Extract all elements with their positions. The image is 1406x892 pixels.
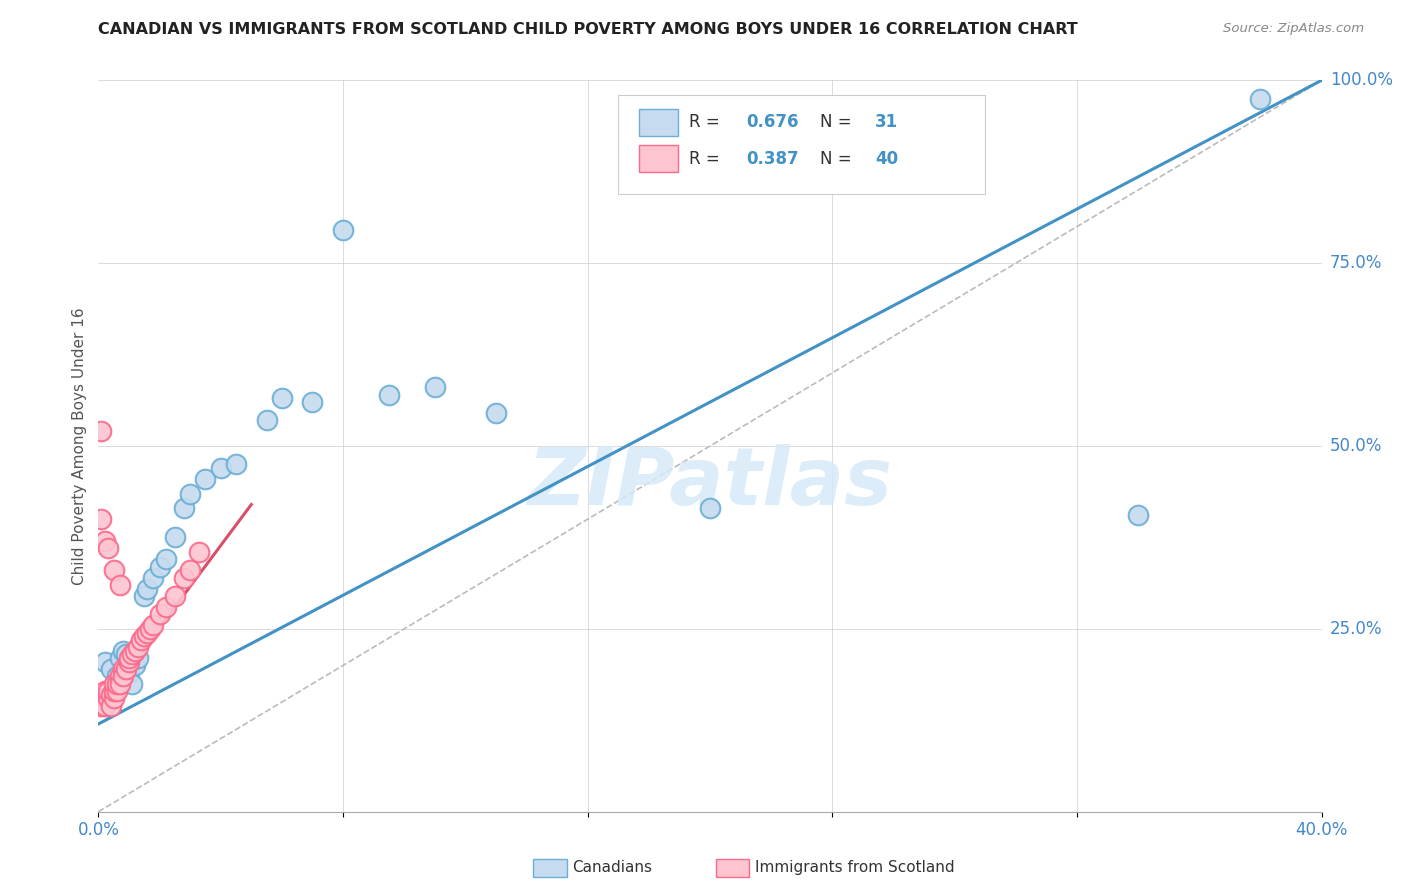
Point	[127, 651, 149, 665]
Point	[115, 662, 138, 676]
Point	[121, 648, 143, 662]
Point	[100, 688, 122, 702]
FancyBboxPatch shape	[640, 145, 678, 172]
Text: R =: R =	[689, 113, 725, 131]
Point	[111, 662, 134, 676]
Text: Canadians: Canadians	[572, 860, 652, 874]
Point	[225, 458, 247, 472]
Point	[118, 651, 141, 665]
Point	[118, 665, 141, 680]
Text: CANADIAN VS IMMIGRANTS FROM SCOTLAND CHILD POVERTY AMONG BOYS UNDER 16 CORRELATI: CANADIAN VS IMMIGRANTS FROM SCOTLAND CHI…	[98, 22, 1078, 37]
Text: ZIPatlas: ZIPatlas	[527, 443, 893, 522]
Point	[105, 684, 128, 698]
Point	[93, 534, 115, 549]
Point	[194, 472, 217, 486]
Point	[155, 599, 177, 614]
Point	[121, 676, 143, 690]
Text: Source: ZipAtlas.com: Source: ZipAtlas.com	[1223, 22, 1364, 36]
Text: 50.0%: 50.0%	[1330, 437, 1382, 455]
Point	[90, 691, 112, 706]
Point	[97, 541, 120, 556]
Y-axis label: Child Poverty Among Boys Under 16: Child Poverty Among Boys Under 16	[72, 307, 87, 585]
Text: N =: N =	[820, 113, 858, 131]
Point	[97, 684, 120, 698]
Point	[173, 571, 195, 585]
Point	[93, 684, 115, 698]
Point	[124, 644, 146, 658]
Point	[108, 578, 131, 592]
Point	[1249, 92, 1271, 106]
Point	[163, 589, 186, 603]
Text: N =: N =	[820, 150, 858, 168]
Point	[93, 655, 115, 669]
Point	[90, 512, 112, 526]
Point	[142, 618, 165, 632]
Point	[93, 698, 115, 713]
Point	[423, 380, 446, 394]
Point	[134, 589, 156, 603]
Point	[485, 406, 508, 420]
Text: 100.0%: 100.0%	[1330, 71, 1393, 89]
Point	[179, 563, 201, 577]
Text: 31: 31	[875, 113, 898, 131]
Point	[105, 669, 128, 683]
Text: 0.676: 0.676	[747, 113, 799, 131]
Point	[188, 545, 211, 559]
Point	[163, 530, 186, 544]
Point	[100, 662, 122, 676]
Point	[103, 684, 125, 698]
Point	[115, 648, 138, 662]
Point	[90, 698, 112, 713]
Point	[90, 425, 112, 439]
Point	[173, 501, 195, 516]
Point	[134, 629, 156, 643]
Point	[142, 571, 165, 585]
Point	[103, 691, 125, 706]
Text: 40: 40	[875, 150, 898, 168]
Point	[139, 622, 162, 636]
Point	[129, 632, 152, 647]
Point	[127, 640, 149, 655]
Point	[256, 413, 278, 427]
Text: R =: R =	[689, 150, 725, 168]
Point	[97, 691, 120, 706]
Point	[108, 651, 131, 665]
Point	[1128, 508, 1150, 523]
Point	[332, 223, 354, 237]
Point	[103, 676, 125, 690]
Point	[100, 698, 122, 713]
Point	[111, 669, 134, 683]
Point	[179, 486, 201, 500]
Text: 75.0%: 75.0%	[1330, 254, 1382, 272]
Point	[378, 388, 401, 402]
Point	[108, 676, 131, 690]
Point	[136, 625, 159, 640]
Point	[301, 395, 323, 409]
Point	[136, 582, 159, 596]
Point	[124, 658, 146, 673]
Point	[103, 563, 125, 577]
Text: 0.387: 0.387	[747, 150, 800, 168]
Point	[149, 559, 172, 574]
Text: 25.0%: 25.0%	[1330, 620, 1382, 638]
FancyBboxPatch shape	[640, 109, 678, 136]
Point	[149, 607, 172, 622]
Point	[111, 644, 134, 658]
Point	[209, 461, 232, 475]
Point	[155, 552, 177, 566]
Text: Immigrants from Scotland: Immigrants from Scotland	[755, 860, 955, 874]
Point	[108, 669, 131, 683]
Point	[270, 392, 292, 406]
Point	[118, 655, 141, 669]
FancyBboxPatch shape	[619, 95, 986, 194]
Point	[105, 676, 128, 690]
Point	[699, 501, 721, 516]
